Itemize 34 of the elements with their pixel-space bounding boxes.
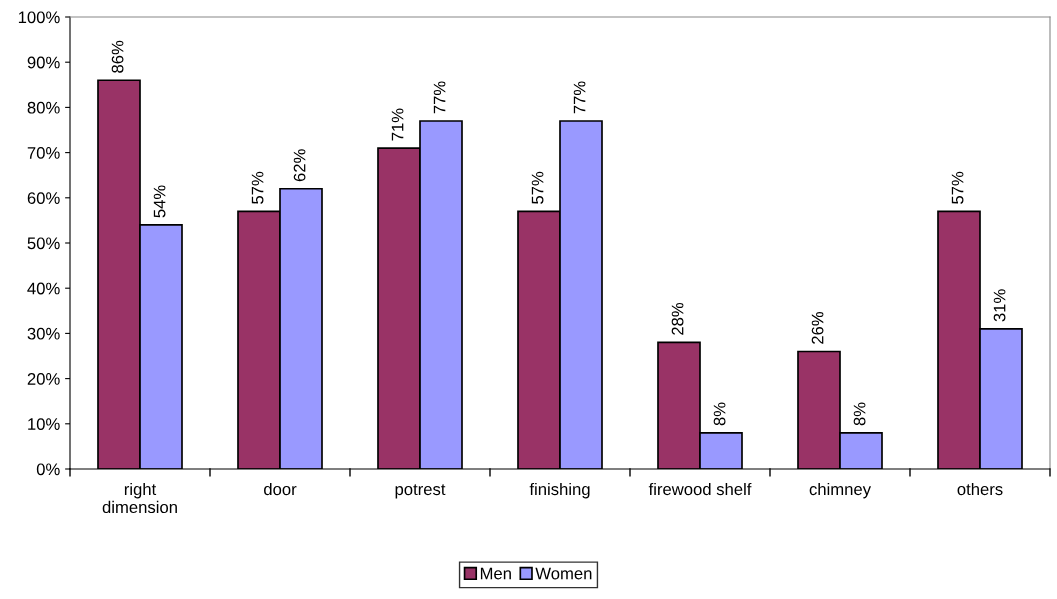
y-tick-label: 60% xyxy=(27,192,60,204)
data-label: 62% xyxy=(293,149,306,182)
data-label: 77% xyxy=(433,81,446,114)
data-label: 71% xyxy=(391,108,404,141)
data-label: 28% xyxy=(671,302,684,335)
y-tick-label: 30% xyxy=(27,327,60,340)
legend-label: Women xyxy=(535,567,592,580)
y-tick-label: 0% xyxy=(36,463,60,476)
y-tick-label: 70% xyxy=(27,147,60,159)
y-tick-label: 100% xyxy=(18,11,60,24)
data-label: 26% xyxy=(811,311,824,344)
x-tick-label: others xyxy=(957,482,1003,496)
x-tick-label: finishing xyxy=(529,482,590,499)
data-label: 8% xyxy=(713,402,726,426)
legend-label: Men xyxy=(480,567,511,580)
y-tick-label: 40% xyxy=(27,282,60,295)
data-label: 57% xyxy=(531,171,544,204)
data-label: 77% xyxy=(573,81,586,114)
data-label: 57% xyxy=(951,171,964,204)
x-tick-label: firewood shelf xyxy=(648,482,752,496)
data-label: 57% xyxy=(251,171,264,204)
x-tick-label: right dimension xyxy=(102,482,177,514)
data-label: 31% xyxy=(993,289,1006,322)
y-tick-label: 10% xyxy=(28,418,60,430)
x-tick-label: potrest xyxy=(395,484,446,499)
data-label: 54% xyxy=(153,185,166,218)
data-label: 86% xyxy=(111,40,124,73)
x-tick-label: chimney xyxy=(809,482,871,499)
data-label: 8% xyxy=(853,402,866,426)
y-tick-label: 50% xyxy=(27,237,60,250)
x-tick-label: door xyxy=(264,482,297,496)
y-tick-label: 20% xyxy=(27,373,60,385)
y-tick-label: 80% xyxy=(27,101,60,114)
y-tick-label: 90% xyxy=(27,56,60,69)
